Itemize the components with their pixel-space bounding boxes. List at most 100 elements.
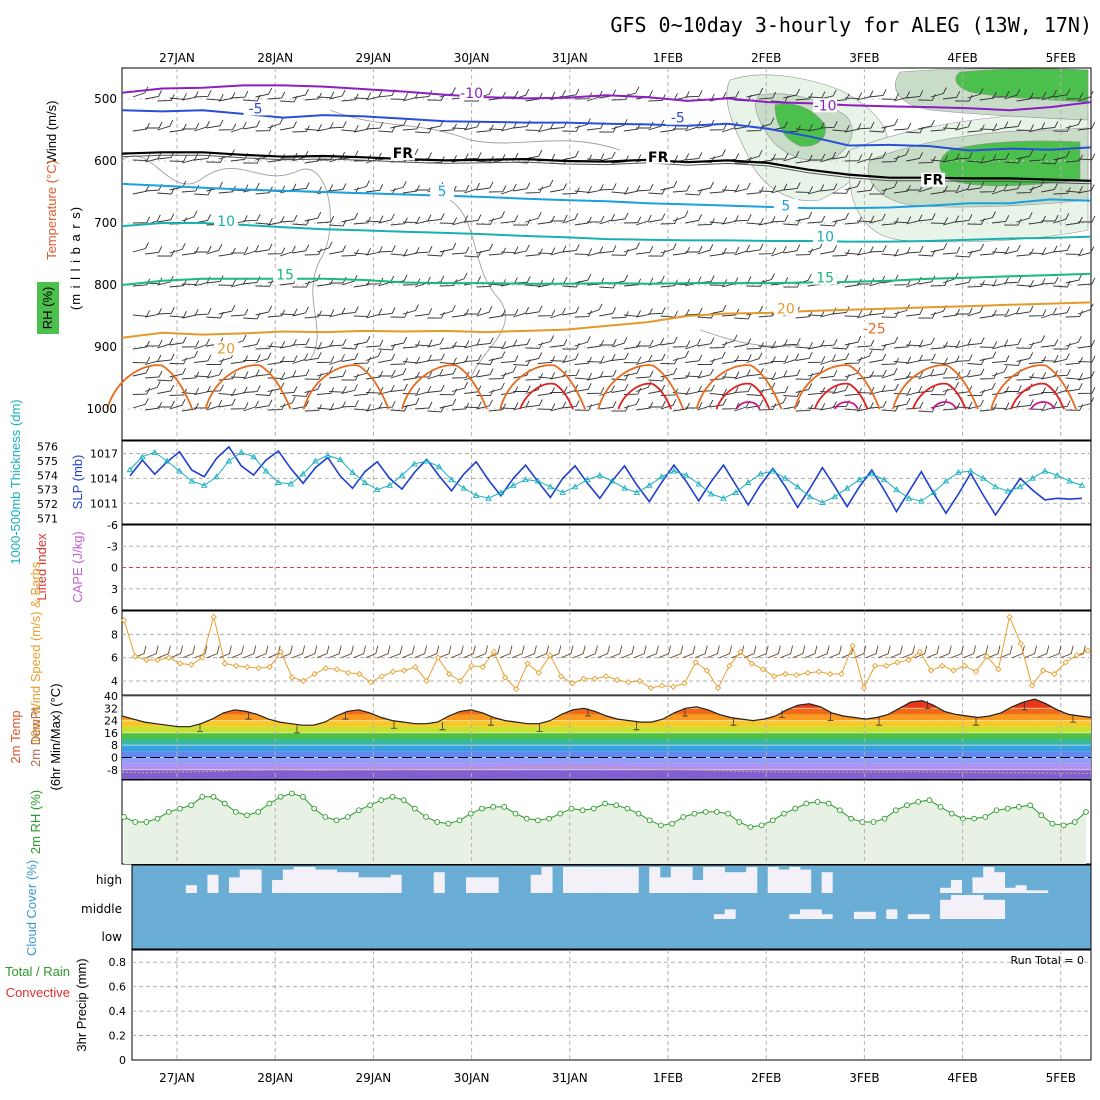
wind-barb — [390, 217, 408, 226]
wind-barb — [844, 335, 862, 346]
wind-barb — [832, 384, 849, 394]
wind-barb — [709, 247, 727, 257]
wind-barb — [341, 124, 359, 132]
wind-barb — [783, 353, 800, 364]
cloud-bar-high — [487, 877, 499, 893]
wind-barb — [501, 308, 519, 316]
wind10m-marker — [804, 669, 811, 676]
wind-barb — [709, 351, 726, 362]
wind-barb — [783, 244, 801, 254]
wind-barb — [635, 214, 652, 226]
wind-barb — [316, 355, 335, 363]
isotherm-label: FR — [393, 146, 414, 162]
wind-barb — [501, 402, 519, 410]
wind-barb — [623, 366, 641, 377]
wind-barb — [844, 216, 863, 225]
wind10m-barb — [939, 645, 952, 659]
date-label-top: 4FEB — [947, 51, 977, 65]
cloud-tick-label: low — [102, 930, 123, 944]
cloud-bar-middle — [864, 911, 876, 919]
wind10m-marker — [176, 660, 184, 667]
wind-barb — [439, 398, 457, 409]
wind-barb — [132, 398, 149, 409]
wind-barb — [525, 212, 542, 223]
pressure-tick-label: 1000 — [86, 402, 117, 416]
rh2m-marker — [288, 790, 295, 797]
wind-barb — [820, 151, 837, 163]
wind10m-barb — [963, 645, 977, 659]
temp-band — [122, 757, 1091, 764]
cloud-bar-high — [293, 867, 305, 893]
wind-ticks: 8 6 4 — [111, 628, 118, 688]
cloud-bar-high — [616, 867, 628, 893]
wind-barb — [746, 389, 764, 396]
cloud-bar-high — [272, 880, 284, 893]
wind-barb — [488, 211, 505, 222]
wind-barb — [832, 342, 850, 350]
wind-barb — [537, 403, 556, 410]
dewpt-axis-label: 2m DewPt — [28, 707, 43, 767]
wind-barb — [1041, 214, 1059, 222]
rh2m-marker — [937, 804, 944, 810]
wind-barb — [623, 356, 642, 364]
wind-barb — [746, 352, 763, 363]
date-label-bottom: 29JAN — [356, 1071, 392, 1085]
wind10m-barb — [426, 645, 440, 659]
wind-barb — [979, 403, 998, 412]
wind10m-barb — [634, 645, 647, 659]
thickness-tick-label: 571 — [37, 512, 58, 525]
wind-barb — [734, 312, 752, 320]
wind-barb — [304, 341, 322, 349]
wind-barb — [194, 188, 212, 196]
wind-barb — [574, 92, 593, 100]
wind10m-marker — [535, 669, 542, 676]
wind-barb — [881, 367, 898, 379]
thickness-marker — [596, 471, 604, 478]
wind-barb — [562, 212, 579, 224]
wind10m-barb — [1048, 645, 1062, 659]
isotherm-label-bg — [921, 172, 946, 187]
thickness-marker — [720, 494, 727, 501]
wind-barb — [353, 92, 372, 100]
wind-barb — [304, 274, 321, 285]
wind-barb — [1004, 244, 1021, 255]
isotherm-label-bg — [665, 110, 690, 125]
wind-barb — [402, 397, 420, 408]
wind10m-marker — [1084, 647, 1092, 654]
wind-barb — [451, 340, 470, 348]
minmax-whisker — [730, 717, 737, 726]
wind-barb — [979, 91, 997, 101]
wind-barb — [415, 308, 433, 317]
wind-barb — [464, 307, 482, 315]
cloud-bar-high — [250, 869, 262, 893]
thickness-marker — [460, 484, 468, 491]
wind-barb — [329, 354, 345, 365]
rh2m-marker — [781, 810, 787, 817]
wind-barb — [881, 93, 900, 100]
wind-barb — [464, 369, 480, 381]
date-label-bottom: 3FEB — [849, 1071, 879, 1085]
wind-barb — [893, 340, 912, 349]
wind-barb — [893, 216, 912, 224]
wind-barb — [402, 278, 421, 286]
wind-barb — [464, 214, 482, 223]
thickness-frame — [121, 440, 1092, 525]
wind10m-barb — [548, 645, 562, 659]
cloud-bar-high — [606, 867, 618, 893]
temp-band — [122, 751, 1091, 758]
wind-barb — [1053, 306, 1071, 316]
isotherm-label-bg — [813, 270, 838, 285]
wind-barb — [169, 336, 187, 346]
wind-barb — [537, 215, 555, 225]
wind-barb — [329, 121, 347, 129]
wind10m-marker — [479, 663, 486, 671]
wind-barb — [611, 186, 629, 194]
wind-barb — [795, 92, 813, 101]
warm-loop-30 — [715, 382, 771, 410]
wind-barb — [230, 402, 249, 410]
thickness-marker — [176, 467, 183, 474]
run-total-label: Run Total = 0 — [1011, 954, 1085, 967]
wind-barb — [525, 399, 543, 408]
wind-barb — [820, 354, 836, 365]
